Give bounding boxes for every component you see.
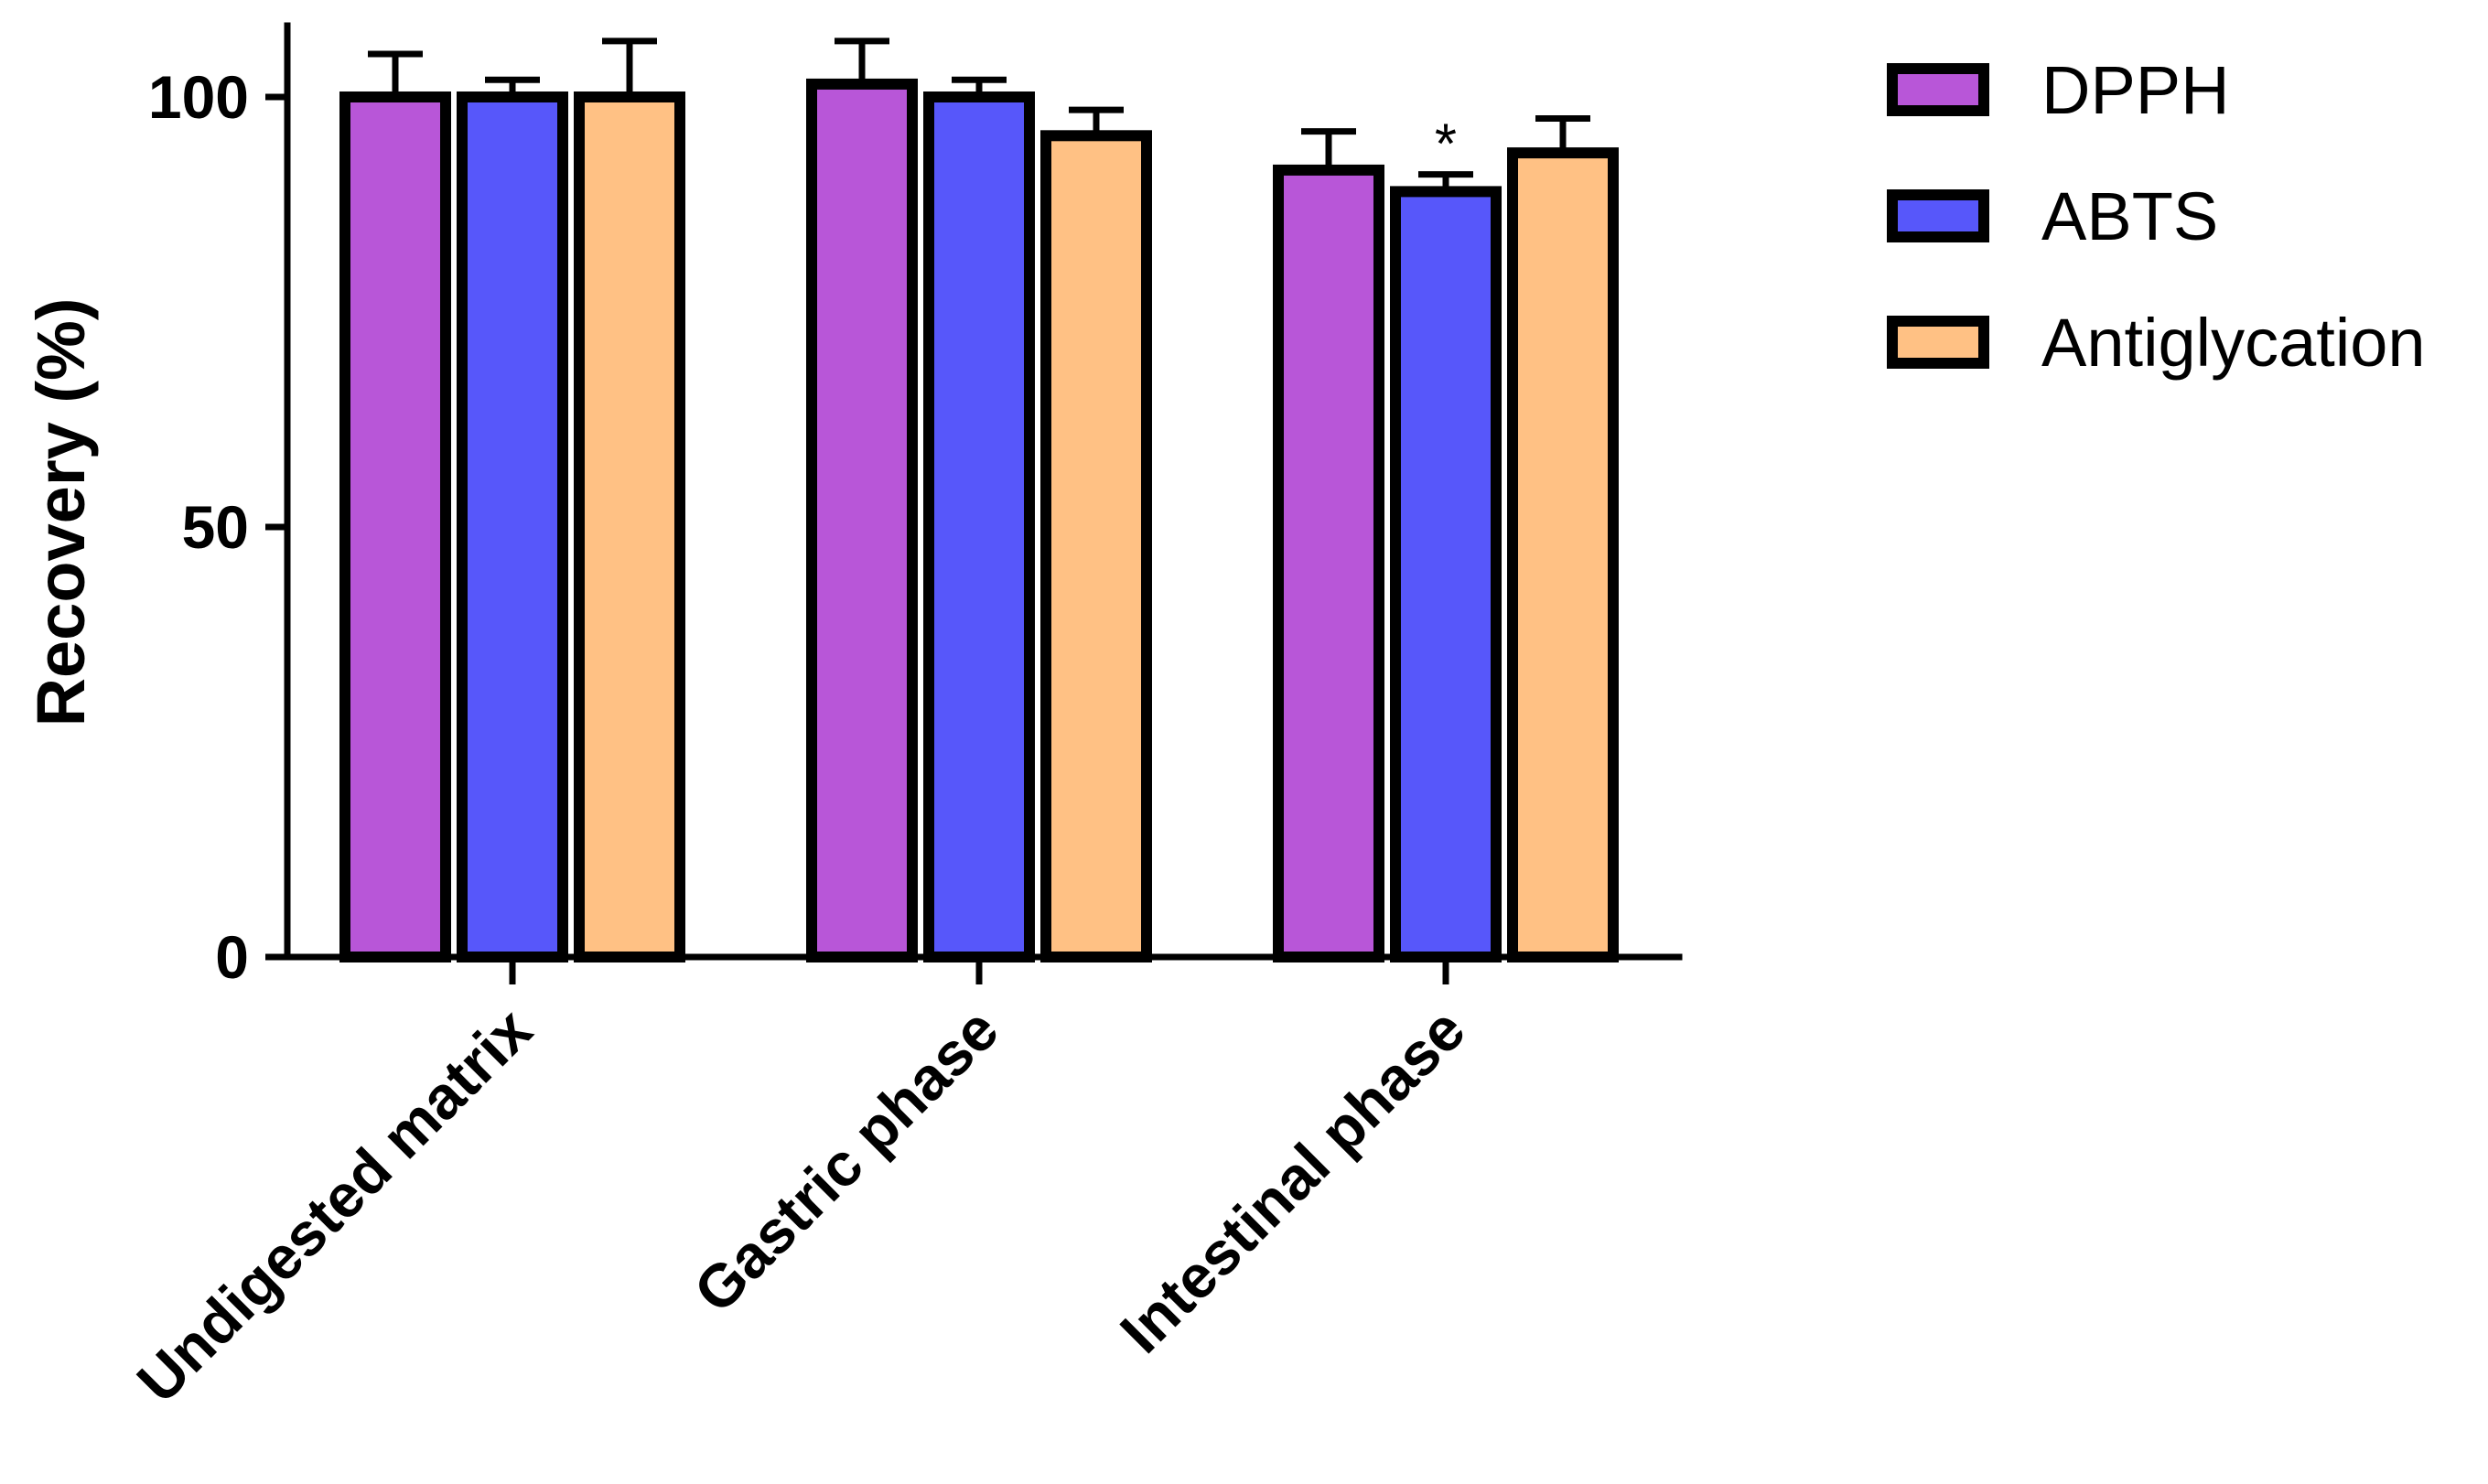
legend-label-dpph: DPPH xyxy=(2041,52,2230,128)
y-tick-label-100: 100 xyxy=(148,63,249,131)
bar-antiglycation-gastric-phase xyxy=(1040,130,1152,963)
bar-antiglycation-undigested-matrix xyxy=(574,91,685,962)
legend-swatch-dpph xyxy=(1887,63,1989,116)
legend-label-antiglycation: Antiglycation xyxy=(2041,305,2426,381)
x-tick-label-gastric-phase: Gastric phase xyxy=(681,995,1011,1326)
bar-dpph-undigested-matrix xyxy=(339,91,451,962)
legend-swatch-abts xyxy=(1887,189,1989,242)
x-ticks: Undigested matrix Gastric phase Intestinal… xyxy=(124,957,1478,1415)
y-ticks: 0 50 100 xyxy=(148,63,287,991)
x-tick-label-intestinal-phase: Intestinal phase xyxy=(1107,995,1478,1366)
x-tick-label-undigested-matrix: Undigested matrix xyxy=(124,995,544,1415)
y-axis-label: Recovery (%) xyxy=(23,298,99,727)
significance-marker: * xyxy=(1435,113,1457,177)
legend-label-abts: ABTS xyxy=(2041,178,2218,254)
bar-antiglycation-intestinal-phase xyxy=(1507,147,1619,963)
bar-abts-gastric-phase xyxy=(923,91,1035,962)
bar-dpph-intestinal-phase xyxy=(1273,164,1384,962)
y-tick-label-50: 50 xyxy=(182,493,249,561)
bars-layer xyxy=(339,78,1619,963)
bar-dpph-gastric-phase xyxy=(806,78,918,962)
annotations-layer: * xyxy=(1435,113,1457,177)
legend: DPPH ABTS Antiglycation xyxy=(1887,52,2426,381)
y-tick-label-0: 0 xyxy=(215,923,249,991)
legend-swatch-antiglycation xyxy=(1887,316,1989,369)
bar-abts-undigested-matrix xyxy=(457,91,568,962)
error-bars-layer xyxy=(368,38,1590,192)
bar-abts-intestinal-phase xyxy=(1390,186,1502,962)
